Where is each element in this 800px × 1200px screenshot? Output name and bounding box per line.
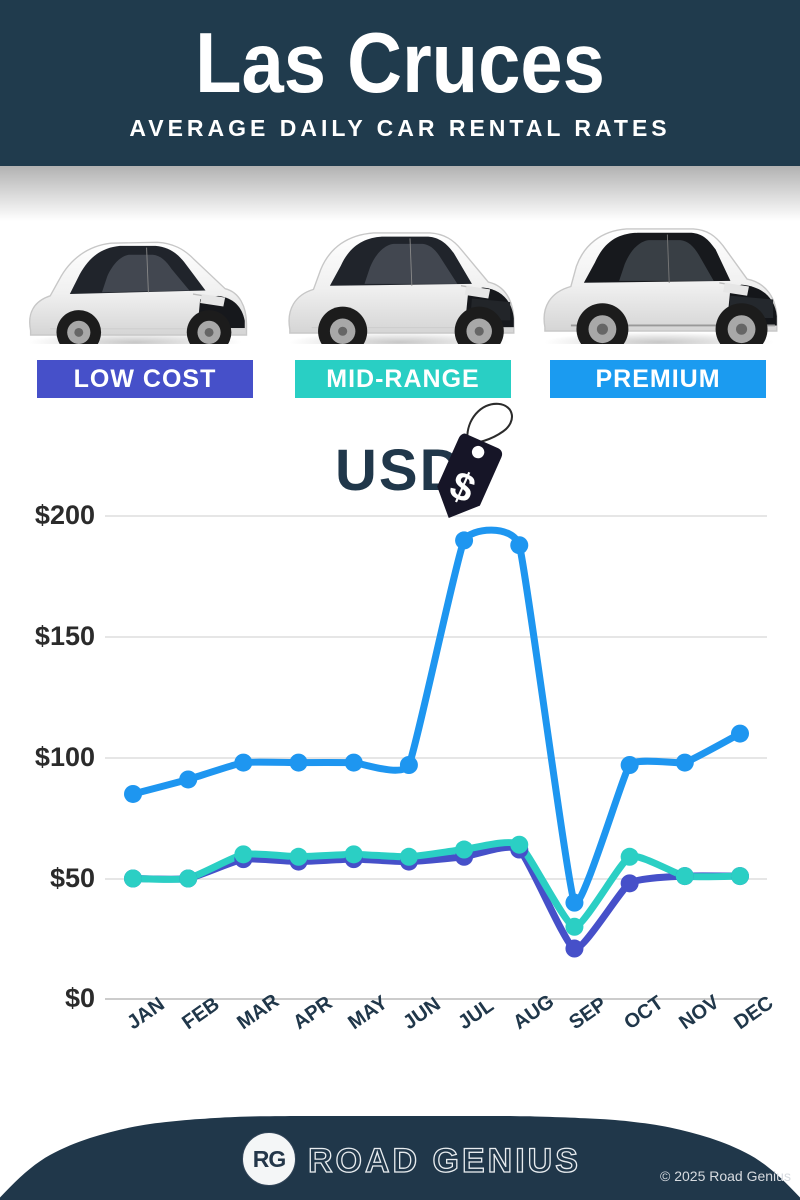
svg-text:$200: $200 — [35, 500, 95, 530]
svg-text:JUL: JUL — [454, 994, 498, 1034]
svg-text:APR: APR — [289, 992, 337, 1035]
svg-text:$50: $50 — [50, 863, 95, 893]
svg-text:NOV: NOV — [675, 991, 724, 1034]
svg-text:DEC: DEC — [730, 992, 777, 1034]
svg-text:MAY: MAY — [344, 991, 392, 1034]
svg-text:MAR: MAR — [233, 990, 283, 1034]
svg-text:$100: $100 — [35, 742, 95, 772]
svg-text:AUG: AUG — [509, 991, 558, 1035]
svg-text:$0: $0 — [65, 983, 95, 1013]
svg-text:OCT: OCT — [620, 992, 667, 1034]
svg-text:$150: $150 — [35, 621, 95, 651]
